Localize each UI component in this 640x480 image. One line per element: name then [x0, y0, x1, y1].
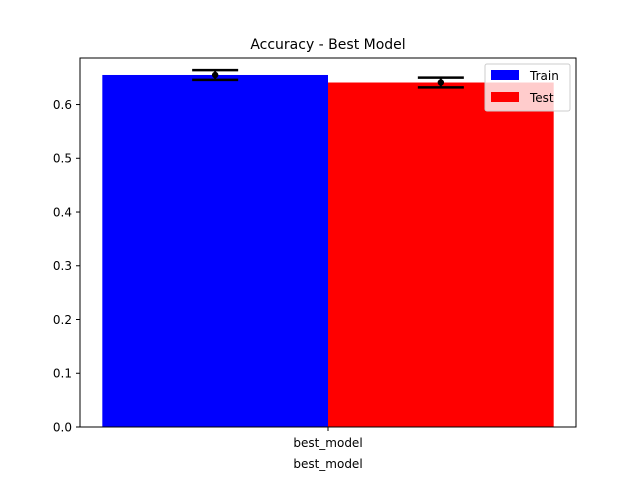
y-tick-label: 0.5 [53, 152, 72, 166]
bar-train [102, 74, 328, 427]
legend-swatch-test [491, 92, 519, 102]
x-axis: best_model [293, 427, 363, 450]
y-axis: 0.0 0.1 0.2 0.3 0.4 0.5 0.6 [53, 98, 80, 434]
errorbar-marker-train [211, 71, 219, 79]
y-tick-label: 0.6 [53, 98, 72, 112]
y-tick-label: 0.3 [53, 259, 72, 273]
legend-swatch-train [491, 70, 519, 80]
y-tick-label: 0.0 [53, 420, 72, 434]
x-axis-label: best_model [293, 457, 362, 471]
errorbars-layer [192, 68, 464, 89]
legend: Train Test [484, 63, 571, 112]
y-tick-label: 0.1 [53, 367, 72, 381]
bar-test [328, 82, 554, 427]
legend-label-train: Train [529, 69, 559, 83]
x-tick-label: best_model [293, 436, 362, 450]
chart-title: Accuracy - Best Model [250, 37, 405, 53]
errorbar-marker-test [437, 79, 445, 86]
y-tick-label: 0.4 [53, 205, 72, 219]
legend-label-test: Test [529, 91, 554, 105]
y-tick-label: 0.2 [53, 313, 72, 327]
bars-layer [102, 74, 554, 427]
